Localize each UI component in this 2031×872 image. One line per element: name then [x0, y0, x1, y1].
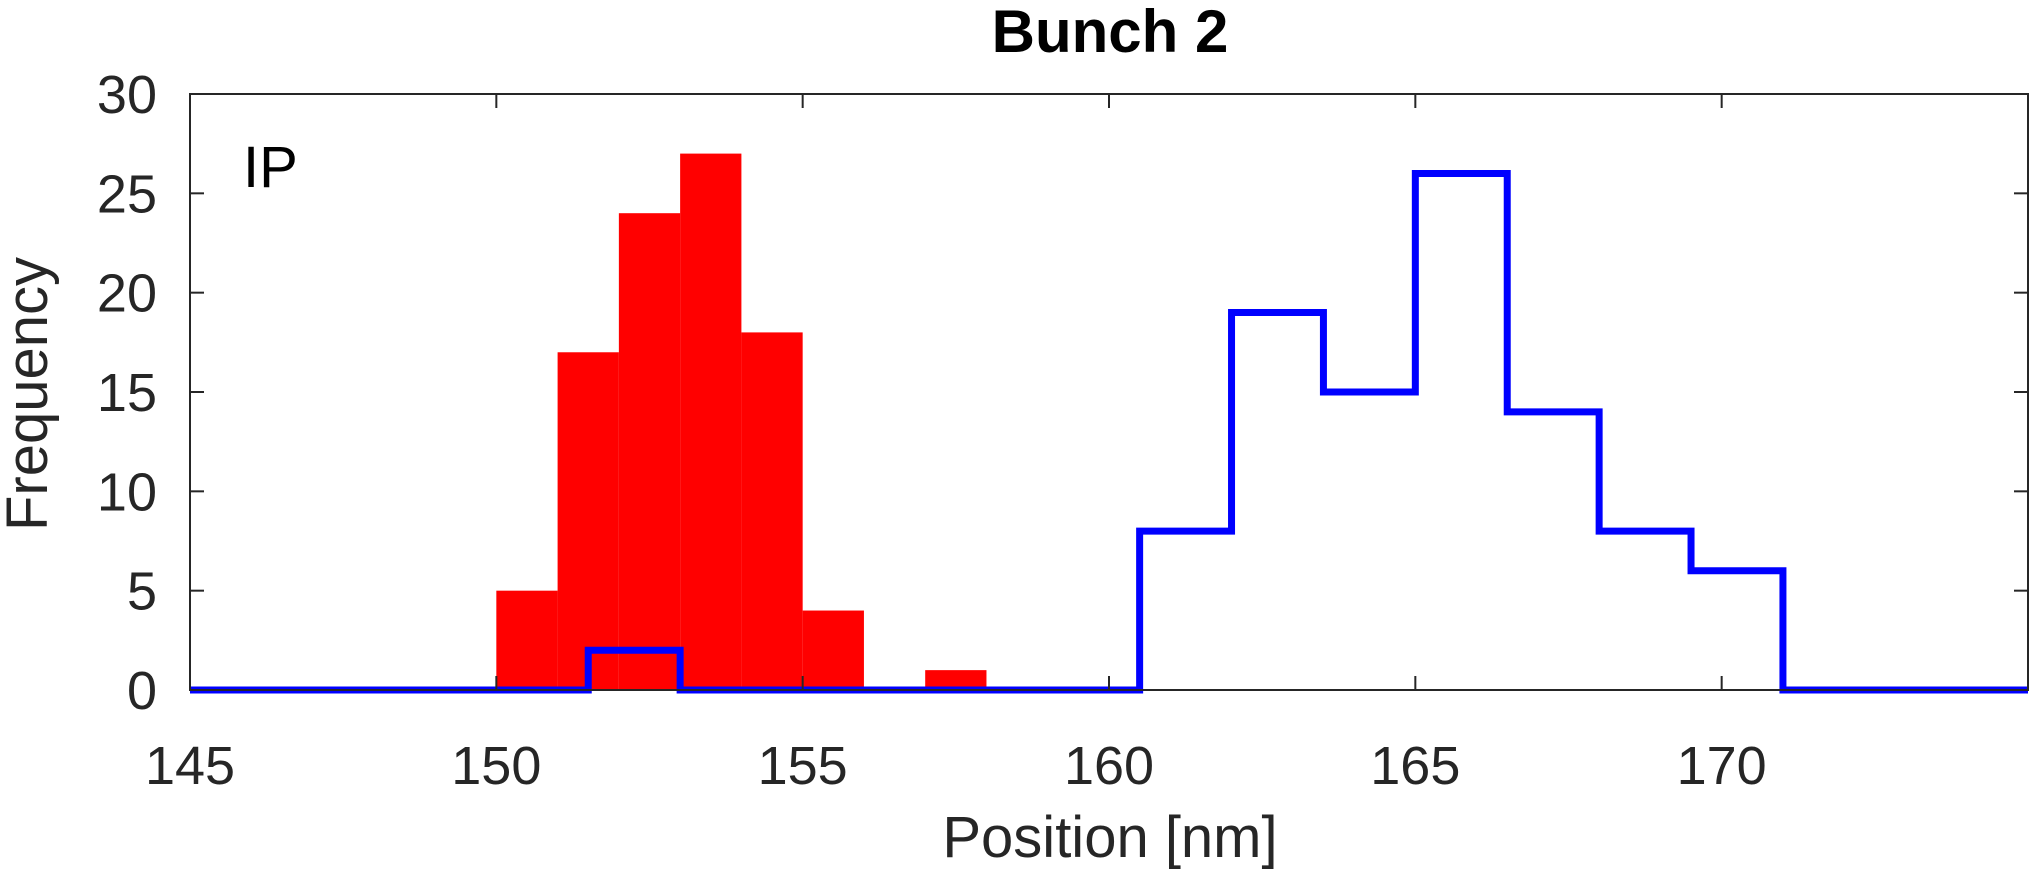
y-tick-label: 10 — [97, 462, 157, 522]
histogram-bar — [496, 590, 558, 690]
plot-frame — [189, 93, 2029, 691]
histogram-bar — [925, 670, 987, 690]
histogram-bar — [741, 332, 803, 690]
histogram-bar — [618, 213, 681, 690]
annotation-ip: IP — [243, 135, 298, 200]
x-tick-label: 160 — [1064, 736, 1154, 796]
chart-title: Bunch 2 — [992, 0, 1229, 65]
histogram-bar — [680, 153, 742, 691]
y-tick-label: 30 — [97, 65, 157, 125]
histogram-stairs-line — [190, 169, 2028, 694]
y-tick-label: 25 — [97, 164, 157, 224]
y-axis-label: Frequency — [0, 257, 60, 531]
y-tick-label: 5 — [127, 562, 157, 622]
ticks-layer: 145 150 155 160 165 170 0 5 10 15 20 25 30 — [97, 65, 2028, 796]
y-tick-label: 20 — [97, 264, 157, 324]
x-axis-label: Position [nm] — [942, 805, 1277, 870]
y-tick-label: 0 — [127, 661, 157, 721]
x-tick-label: 165 — [1370, 736, 1460, 796]
y-tick-label: 15 — [97, 363, 157, 423]
x-tick-label: 170 — [1677, 736, 1767, 796]
x-tick-label: 145 — [145, 736, 235, 796]
histogram-bar — [557, 352, 619, 690]
histogram-bar — [802, 610, 864, 690]
x-tick-label: 155 — [758, 736, 848, 796]
lines-layer — [190, 169, 2028, 694]
x-tick-label: 150 — [451, 736, 541, 796]
bars-layer — [496, 153, 987, 691]
